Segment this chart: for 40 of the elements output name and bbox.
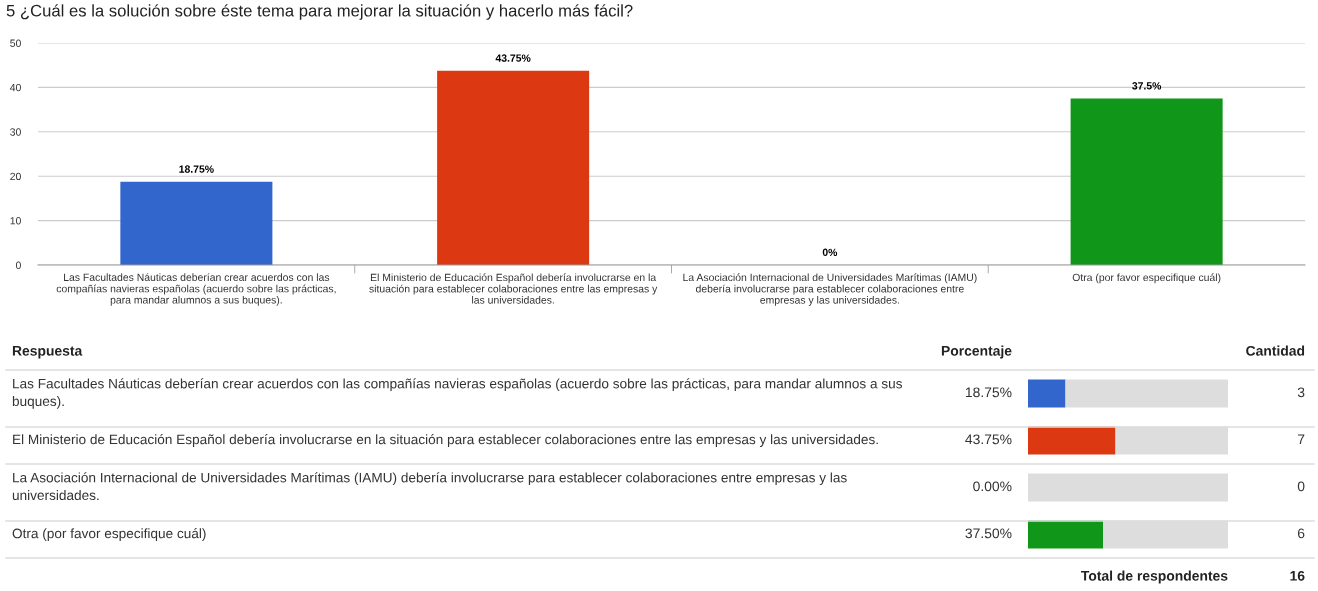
bar	[1028, 426, 1116, 455]
x-tick-label: Otra (por favor especifique cuál)	[1072, 273, 1221, 284]
text: Respuesta	[12, 346, 83, 359]
data-label: 0.00%	[973, 481, 1012, 492]
bar	[1028, 520, 1103, 549]
y-tick-label: 0	[15, 261, 21, 269]
data-label: 37.50%	[965, 528, 1012, 539]
text: 16	[1290, 570, 1305, 581]
data-label: 0%	[822, 248, 838, 256]
y-tick-label: 40	[9, 83, 21, 92]
text: 0	[1297, 481, 1305, 492]
chart-title: 5 ¿Cuál es la solución sobre éste tema para mejorar la situación y hacerlo más fácil?	[6, 4, 633, 20]
bar	[120, 181, 273, 265]
text: Cantidad	[1246, 345, 1305, 356]
data-label: 37.5%	[1132, 82, 1162, 90]
text: Total de respondentes	[1081, 570, 1228, 584]
bar	[1028, 379, 1066, 408]
data-label: 43.75%	[495, 54, 531, 62]
data-label: 18.75%	[965, 387, 1012, 398]
text: 3	[1297, 387, 1305, 398]
y-tick-label: El Ministerio de Educación Español debería involucrarse en la situación para establecer colaboraciones entre las empresas y las universidades.	[13, 434, 878, 447]
y-tick-label: 50	[10, 39, 21, 47]
y-tick-label: Otra (por favor especifique cuál)	[12, 528, 206, 541]
bar	[437, 70, 590, 265]
text: Porcentaje	[941, 345, 1012, 359]
y-tick-label: 10	[10, 217, 21, 225]
y-tick-label: La Asociación Internacional de Universidades Marítimas (IAMU) debería involucrarse para establecer colaboraciones entre empresas y las universidades.	[12, 472, 847, 501]
x-tick-label: El Ministerio de Educación Español debería involucrarse en la situación para establecer colaboraciones entre las empresas y las universidades.	[369, 273, 658, 304]
data-label: 18.75%	[179, 165, 214, 173]
text: 6	[1297, 528, 1305, 539]
x-tick-label: Las Facultades Náuticas deberían crear acuerdos con las compañías navieras españolas (acuerdo sobre las prácticas, para mandar alumnos a sus buques).	[56, 273, 336, 306]
y-tick-label: 20	[10, 172, 21, 181]
y-tick-label: Las Facultades Náuticas deberían crear acuerdos con las compañías navieras españolas (acuerdo sobre las prácticas, para mandar alumnos a sus buques).	[12, 378, 903, 409]
bar	[1070, 98, 1223, 265]
data-label: 43.75%	[965, 434, 1012, 445]
bar	[1065, 379, 1228, 408]
x-tick-label: La Asociación Internacional de Universidades Marítimas (IAMU) debería involucrarse para establecer colaboraciones entre empresas y las universidades.	[683, 273, 977, 306]
bar	[1028, 473, 1228, 502]
text: 7	[1297, 434, 1305, 445]
y-tick-label: 30	[10, 128, 21, 136]
